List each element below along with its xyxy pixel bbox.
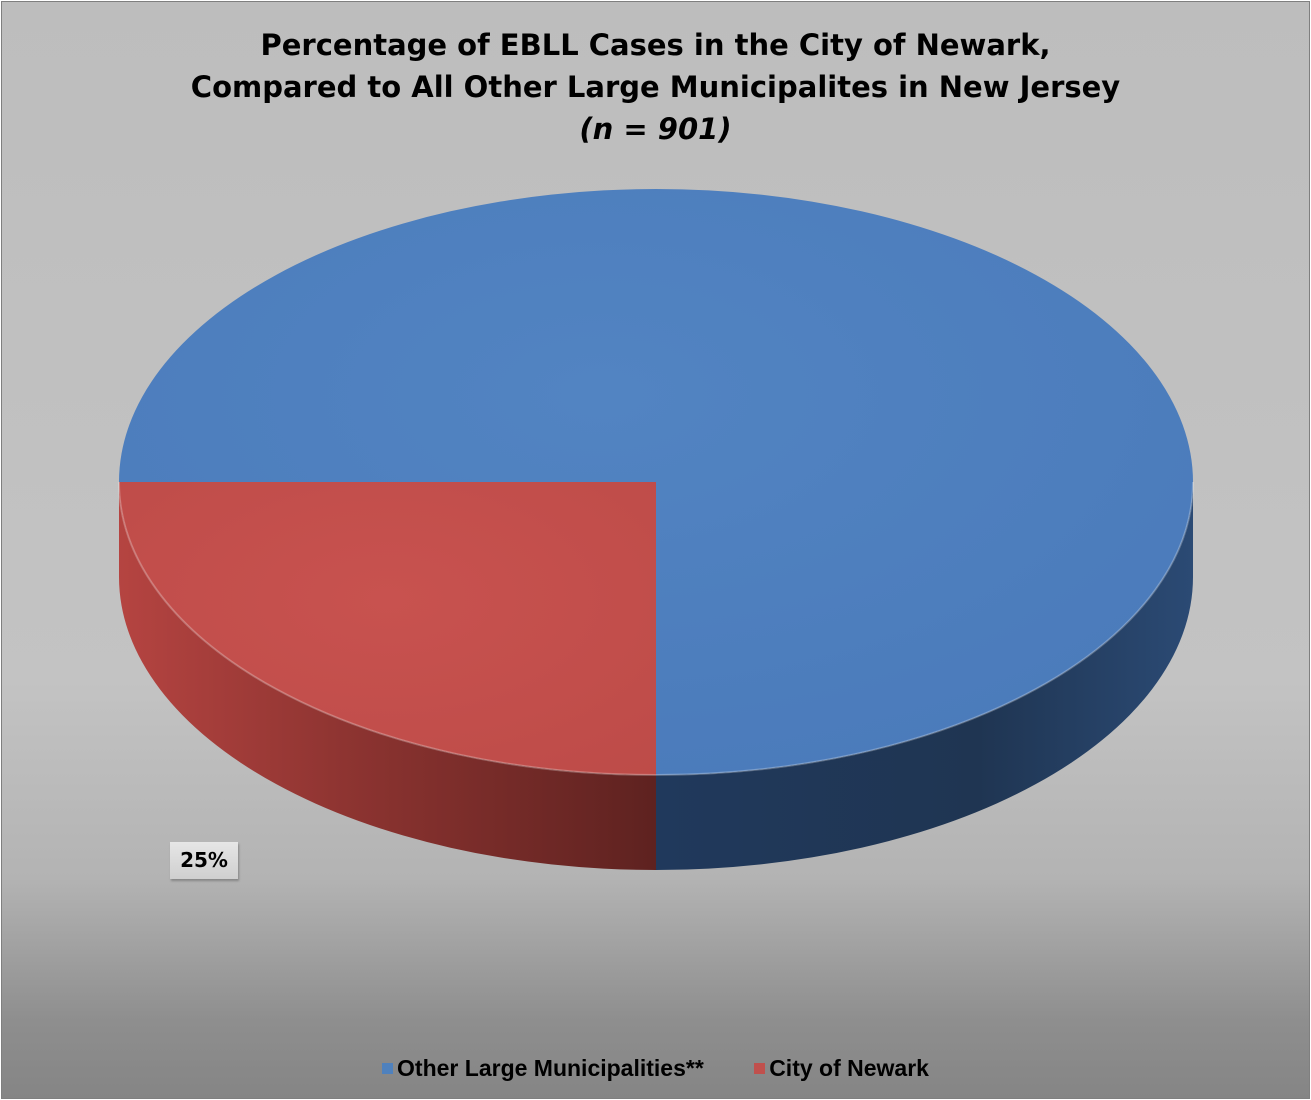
- data-label-newark: 25%: [170, 842, 238, 879]
- legend-item-other: Other Large Municipalities**: [382, 1055, 704, 1082]
- legend-item-newark: City of Newark: [754, 1055, 929, 1082]
- legend-swatch-newark: [754, 1063, 766, 1074]
- chart-title-line-1: Percentage of EBLL Cases in the City of …: [260, 28, 1051, 62]
- pie-slice-newark: [119, 482, 656, 775]
- chart-subtitle: (n = 901): [579, 112, 732, 146]
- pie-rim-highlight: [118, 481, 1194, 776]
- legend: Other Large Municipalities** City of New…: [2, 1055, 1309, 1082]
- chart-title: Percentage of EBLL Cases in the City of …: [2, 24, 1309, 150]
- legend-swatch-other: [382, 1063, 394, 1074]
- pie-side-newark: [119, 482, 656, 870]
- chart-title-line-2: Compared to All Other Large Municipalite…: [190, 70, 1121, 104]
- pie-side-other: [656, 482, 1193, 870]
- legend-label-newark: City of Newark: [769, 1055, 929, 1081]
- legend-label-other: Other Large Municipalities**: [397, 1055, 704, 1081]
